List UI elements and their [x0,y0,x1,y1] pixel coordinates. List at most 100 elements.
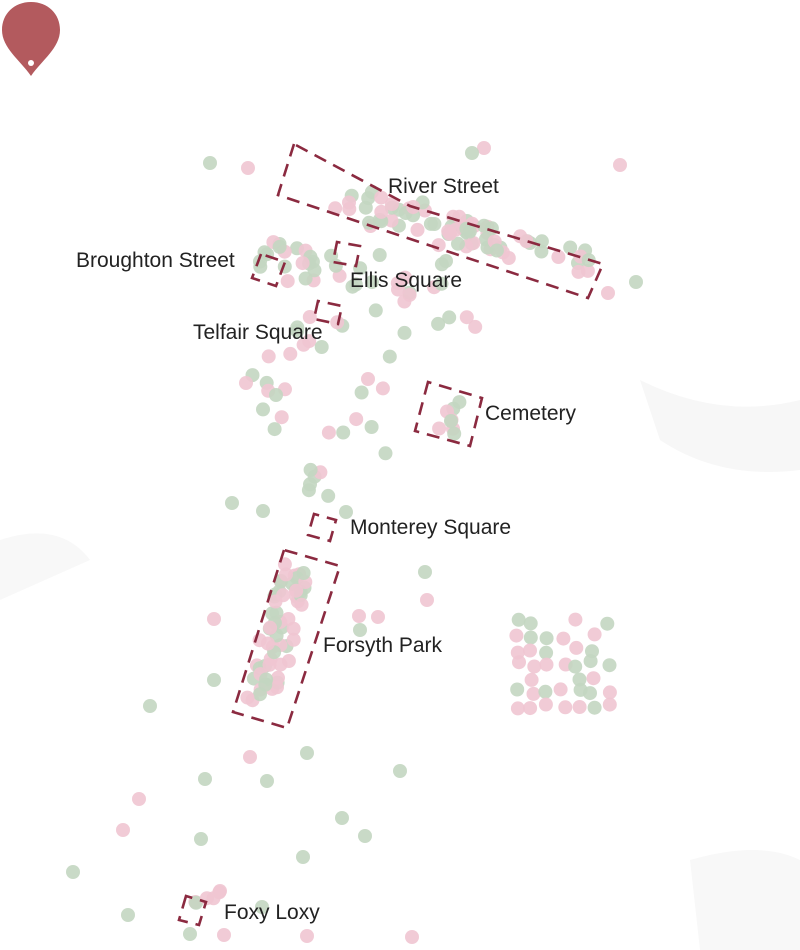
photo-dot [539,645,554,660]
photo-dot [302,334,317,349]
photo-dot [303,477,317,492]
photo-dot [524,672,539,687]
photo-dot [539,657,554,672]
outline-forsyth-park [231,548,342,730]
photo-dot [372,248,387,262]
photo-dot [374,190,389,205]
photo-dot [375,381,390,396]
photo-dot [534,244,549,259]
photo-dot [263,620,278,635]
photo-dot [286,621,301,636]
photo-dot [427,217,442,231]
photo-dot [431,316,446,331]
photo-dot [539,631,554,646]
photo-dot [602,685,617,700]
photo-dot [294,597,309,612]
photo-dot [572,700,587,714]
photo-dot [527,659,542,674]
photo-dot [307,263,322,278]
photo-dot [444,414,458,428]
photo-dot [602,697,617,712]
photo-dot [629,275,643,289]
photo-dot [523,616,538,631]
photo-dot [434,276,449,291]
photo-dot [321,488,336,503]
photo-dot [336,425,351,440]
photo-dot [489,243,504,258]
photo-dot [183,927,197,941]
photo-dot [66,865,80,879]
photo-dot [397,325,412,340]
photo-dot [451,236,465,251]
photo-dot [349,412,364,427]
photo-dot [352,609,366,623]
photo-dot [189,895,204,910]
photo-dot [361,372,375,386]
photo-dot [296,850,310,864]
location-pin-icon[interactable] [0,0,62,78]
photo-dot [260,636,275,651]
photo-dot [321,425,336,440]
label-river-street[interactable]: River Street [388,175,499,198]
photo-dot [519,234,534,249]
photo-dot [270,680,284,695]
photo-dot [583,654,598,669]
label-foxy-loxy[interactable]: Foxy Loxy [224,901,320,924]
photo-dot [398,270,413,285]
photo-dot [447,426,462,441]
photo-dot [283,346,298,361]
label-broughton-street[interactable]: Broughton Street [76,249,235,272]
photo-dot [569,640,584,655]
photo-dot [358,829,372,843]
outline-broughton-street [250,252,287,288]
photo-dot [300,929,314,943]
photo-dot [296,566,311,580]
photo-dot [538,684,553,699]
photo-dot [556,631,571,646]
outline-monterey-square [306,512,338,543]
photo-dot [121,908,135,922]
label-cemetery[interactable]: Cemetery [485,402,577,425]
photo-dot [207,673,221,687]
photo-dot [465,146,479,160]
photo-dot [225,496,239,510]
photo-dot [442,226,457,241]
outline-cemetery [413,380,484,448]
photo-dot [274,410,289,425]
label-telfair-square[interactable]: Telfair Square [193,321,323,344]
photo-dot [253,687,267,702]
photo-dot [439,254,453,268]
label-forsyth-park[interactable]: Forsyth Park [323,634,443,657]
pin-label-state: GA [585,187,599,197]
photo-dot [273,657,288,672]
photo-dot [279,567,293,582]
photo-dot [272,239,287,254]
photo-dot [572,672,587,687]
photo-dot [267,422,282,437]
photo-dot [384,197,399,211]
photo-dot [511,612,526,627]
photo-dot [420,593,434,607]
label-monterey-square[interactable]: Monterey Square [350,516,512,539]
photo-dot [353,623,367,637]
label-ellis-square[interactable]: Ellis Square [350,269,463,292]
photo-dot [241,161,255,175]
photo-dot [371,610,385,624]
photo-dot [553,682,568,697]
photo-dot [255,900,269,914]
photo-dot [601,286,615,300]
photo-dot [391,282,405,297]
photo-dot [526,686,541,701]
outline-ellis-square [331,240,362,268]
photo-dot [468,319,483,334]
photo-dot [217,928,231,942]
photo-dot [262,657,277,672]
photo-dot [568,612,583,627]
photo-dot [374,204,389,219]
outline-foxy-loxy [177,894,208,927]
photo-dot [523,701,538,716]
pin-label: Savannah GA [561,177,623,197]
photo-dot [509,628,524,643]
photo-dot [132,792,146,806]
